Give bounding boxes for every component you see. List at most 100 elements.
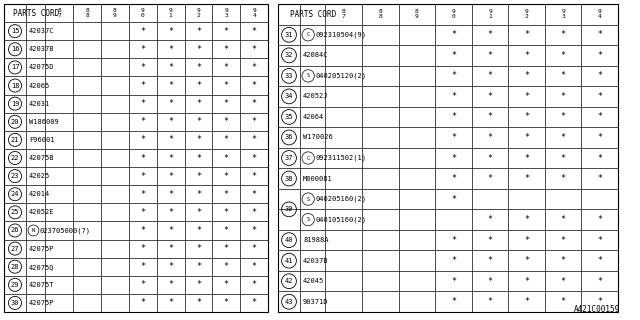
Text: *: * <box>524 112 529 121</box>
Text: 28: 28 <box>11 264 19 270</box>
Text: *: * <box>140 99 145 108</box>
Text: *: * <box>524 133 529 142</box>
Text: F96001: F96001 <box>29 137 54 143</box>
Text: *: * <box>451 112 456 121</box>
Text: *: * <box>597 297 602 306</box>
Text: *: * <box>224 154 228 163</box>
Text: 25: 25 <box>11 209 19 215</box>
Text: A421C00159: A421C00159 <box>573 305 620 314</box>
Text: *: * <box>524 154 529 163</box>
Text: *: * <box>224 262 228 271</box>
Text: 8
9: 8 9 <box>113 8 117 18</box>
Text: *: * <box>196 208 201 217</box>
Text: *: * <box>252 63 257 72</box>
Text: 43: 43 <box>285 299 293 305</box>
Text: *: * <box>451 277 456 286</box>
Text: W170026: W170026 <box>303 134 333 140</box>
Text: *: * <box>140 244 145 253</box>
Text: *: * <box>524 236 529 244</box>
Text: S: S <box>307 73 310 78</box>
Text: *: * <box>168 135 173 144</box>
Text: *: * <box>561 256 566 265</box>
Text: *: * <box>451 92 456 101</box>
Text: 9
1: 9 1 <box>488 9 492 20</box>
Text: *: * <box>597 277 602 286</box>
Text: *: * <box>252 27 257 36</box>
Text: *: * <box>140 45 145 54</box>
Text: PARTS CORD: PARTS CORD <box>289 10 336 19</box>
Text: *: * <box>168 190 173 199</box>
Text: *: * <box>488 154 493 163</box>
Text: *: * <box>252 99 257 108</box>
Text: 9
4: 9 4 <box>252 8 256 18</box>
Text: 092311502(1): 092311502(1) <box>316 155 366 161</box>
Text: *: * <box>597 133 602 142</box>
Text: *: * <box>224 299 228 308</box>
Text: 42031: 42031 <box>29 101 51 107</box>
Text: *: * <box>524 215 529 224</box>
Text: *: * <box>597 256 602 265</box>
Text: 34: 34 <box>285 93 293 100</box>
Text: *: * <box>488 277 493 286</box>
Text: C: C <box>307 156 310 161</box>
Text: *: * <box>597 30 602 39</box>
Text: 42075Q: 42075Q <box>29 264 54 270</box>
Text: *: * <box>224 244 228 253</box>
Bar <box>278 4 618 312</box>
Text: C: C <box>307 32 310 37</box>
Text: 8
9: 8 9 <box>415 9 419 20</box>
Text: 32: 32 <box>285 52 293 58</box>
Text: *: * <box>451 71 456 80</box>
Text: *: * <box>224 81 228 90</box>
Text: *: * <box>561 51 566 60</box>
Text: *: * <box>140 154 145 163</box>
Text: 20: 20 <box>11 119 19 125</box>
Text: 81988A: 81988A <box>303 237 328 243</box>
Text: *: * <box>524 71 529 80</box>
Text: 8
8: 8 8 <box>85 8 89 18</box>
Text: W186009: W186009 <box>29 119 59 125</box>
Text: *: * <box>524 256 529 265</box>
Text: 38: 38 <box>285 176 293 181</box>
Text: *: * <box>451 51 456 60</box>
Text: *: * <box>488 30 493 39</box>
Text: 90371D: 90371D <box>303 299 328 305</box>
Text: *: * <box>561 174 566 183</box>
Text: *: * <box>168 27 173 36</box>
Text: *: * <box>224 27 228 36</box>
Text: *: * <box>168 244 173 253</box>
Text: 42065: 42065 <box>29 83 51 89</box>
Text: *: * <box>252 154 257 163</box>
Text: *: * <box>252 208 257 217</box>
Text: 42075B: 42075B <box>29 155 54 161</box>
Text: 8
8: 8 8 <box>378 9 382 20</box>
Text: 35: 35 <box>285 114 293 120</box>
Text: *: * <box>488 174 493 183</box>
Text: 9
0: 9 0 <box>141 8 145 18</box>
Text: 36: 36 <box>285 134 293 140</box>
Text: *: * <box>140 208 145 217</box>
Text: *: * <box>224 208 228 217</box>
Text: 8
7: 8 7 <box>342 9 346 20</box>
Text: 42052J: 42052J <box>303 93 328 100</box>
Text: *: * <box>224 280 228 289</box>
Text: *: * <box>168 99 173 108</box>
Text: *: * <box>597 154 602 163</box>
Text: *: * <box>168 63 173 72</box>
Text: *: * <box>196 280 201 289</box>
Text: *: * <box>224 172 228 180</box>
Text: 40: 40 <box>285 237 293 243</box>
Text: 15: 15 <box>11 28 19 34</box>
Text: *: * <box>488 236 493 244</box>
Text: 29: 29 <box>11 282 19 288</box>
Text: *: * <box>140 226 145 235</box>
Text: *: * <box>524 297 529 306</box>
Text: 18: 18 <box>11 83 19 89</box>
Text: *: * <box>224 99 228 108</box>
Text: 27: 27 <box>11 245 19 252</box>
Text: *: * <box>168 45 173 54</box>
Text: 9
2: 9 2 <box>525 9 529 20</box>
Text: 26: 26 <box>11 228 19 234</box>
Text: *: * <box>524 277 529 286</box>
Text: *: * <box>524 30 529 39</box>
